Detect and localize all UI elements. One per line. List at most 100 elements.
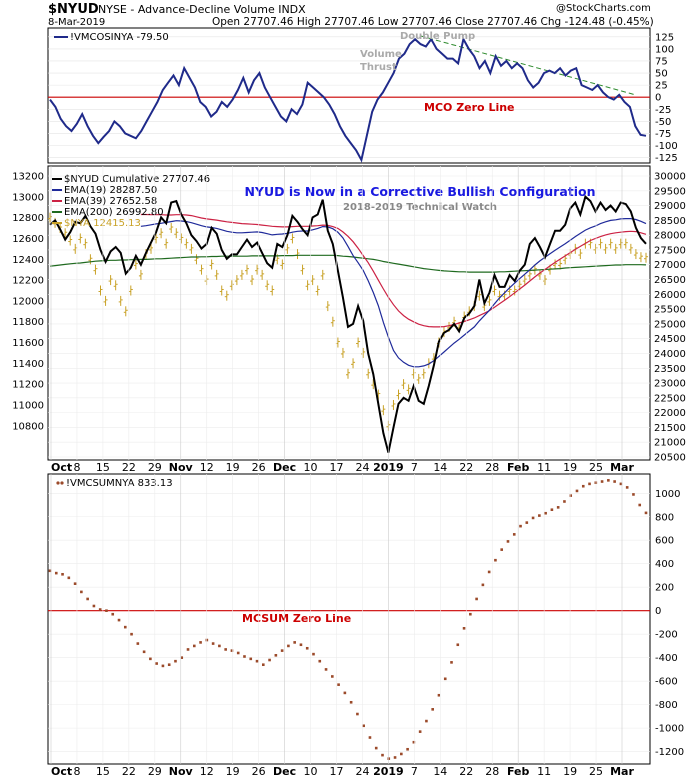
x-tick-label: Oct <box>51 765 72 778</box>
mcsum-point <box>337 683 340 686</box>
double-pump-annotation: Double Pump <box>400 31 475 42</box>
legend-cumulative: $NYUD Cumulative 27707.46 <box>64 174 210 185</box>
mcsum-point <box>475 597 478 601</box>
nyud-right-y-tick-label: 26500 <box>654 275 686 286</box>
x-tick-label: 7 <box>411 461 418 474</box>
mcsum-point <box>431 708 434 711</box>
nyud-left-y-tick-label: 11000 <box>12 400 44 411</box>
mcsum-point <box>544 511 547 515</box>
mcsum-point <box>443 677 447 681</box>
x-tick-label: 8 <box>73 765 80 778</box>
x-tick-label: 15 <box>96 765 110 778</box>
mcsum-point <box>167 663 171 667</box>
x-tick-label: 10 <box>304 765 318 778</box>
mcsum-point <box>625 486 629 489</box>
mcsum-point <box>331 675 334 678</box>
nyud-left-y-tick-label: 10800 <box>12 421 44 432</box>
mco-y-tick-label: -125 <box>655 153 678 164</box>
mcsum-point <box>500 548 504 551</box>
mcsum-legend-swatch <box>56 481 60 485</box>
mcsum-point <box>211 642 215 645</box>
nyud-left-y-tick-label: 12600 <box>12 234 44 245</box>
mco-y-tick-label: 50 <box>655 69 668 80</box>
x-tick-label: Nov <box>169 461 194 474</box>
x-tick-label: 12 <box>200 461 214 474</box>
mcsum-point <box>412 740 416 744</box>
mcsum-panel: -1200 -1000 -800 -600 -400 -200 0 200 400 600 800 1… <box>47 473 684 765</box>
x-tick-label: Dec <box>273 765 296 778</box>
mcsum-point <box>632 493 635 496</box>
mcsum-point <box>356 712 359 716</box>
nyud-gridlines <box>48 175 650 458</box>
mcsum-point <box>400 752 403 756</box>
x-tick-label: 25 <box>589 765 603 778</box>
x-tick-label: 2019 <box>373 461 404 474</box>
mcsum-point <box>531 516 535 520</box>
mcsum-point <box>287 644 290 648</box>
mco-y-tick-label: 0 <box>655 93 661 104</box>
nyud-right-y-tick-label: 26000 <box>654 290 686 301</box>
mcsum-point <box>199 641 202 644</box>
mcsum-point <box>600 480 604 483</box>
mcsum-point <box>575 489 579 493</box>
x-tick-label: Mar <box>610 765 634 778</box>
mcsum-y-ticks: -1200 -1000 -800 -600 -400 -200 0 200 400 600 800 1… <box>655 489 684 758</box>
nyud-left-y-tick-label: 11800 <box>12 317 44 328</box>
x-tick-label: 29 <box>148 461 162 474</box>
mcsum-frame <box>47 473 651 765</box>
mcsum-point <box>588 482 591 486</box>
mcsum-point <box>487 570 491 574</box>
nyud-right-y-tick-label: 21500 <box>654 423 686 434</box>
mcsum-point <box>61 572 64 576</box>
nyud-right-y-tick-label: 23500 <box>654 364 686 375</box>
x-tick-label: Mar <box>610 461 634 474</box>
mcsum-point <box>368 736 372 739</box>
mcsum-point <box>387 757 391 760</box>
nyud-right-y-tick-label: 27000 <box>654 260 686 271</box>
mcsum-point <box>563 500 566 503</box>
x-tick-label: 26 <box>252 461 266 474</box>
mco-y-tick-label: 100 <box>655 44 674 55</box>
mcsum-legend-swatch-2 <box>60 481 64 485</box>
x-tick-label: 11 <box>537 765 551 778</box>
x-tick-label: 17 <box>330 461 344 474</box>
mcsum-y-tick-label: -400 <box>655 653 678 664</box>
mcsum-point <box>343 691 347 695</box>
mcsum-point <box>374 746 378 750</box>
ema19-line <box>140 218 647 368</box>
mcsum-point <box>136 642 140 645</box>
mcsum-point <box>293 641 296 644</box>
mco-zero-line-label: MCO Zero Line <box>424 101 515 114</box>
mcsum-point <box>362 724 365 728</box>
mcsum-point <box>318 659 322 663</box>
mcsum-point <box>111 612 115 616</box>
nyud-left-y-tick-label: 12400 <box>12 255 44 266</box>
x-tick-label: Oct <box>51 461 72 474</box>
mcsum-point <box>312 652 315 656</box>
mcsum-y-tick-label: -600 <box>655 677 678 688</box>
x-axis-upper: Oct 8 15 22 29 Nov 12 19 26 Dec 10 17 24 2019 7 14 22 28 F… <box>50 166 634 474</box>
mcsum-point <box>218 644 221 648</box>
nyud-right-y-tick-label: 22500 <box>654 393 686 404</box>
mco-legend: !VMCOSINYA -79.50 <box>70 32 169 43</box>
mcsum-point <box>638 503 642 507</box>
x-tick-label: Nov <box>169 765 194 778</box>
mcsum-point <box>105 609 108 612</box>
x-tick-label: 19 <box>226 765 240 778</box>
mcsum-y-tick-label: -200 <box>655 630 678 641</box>
nyud-cumulative-line <box>49 194 647 453</box>
mcsum-point <box>519 524 522 528</box>
chart-symbol: $NYUD <box>48 2 99 17</box>
x-tick-label: 28 <box>485 461 499 474</box>
mcsum-point <box>155 662 158 665</box>
mcsum-point <box>262 663 265 667</box>
x-tick-label: 24 <box>355 765 369 778</box>
mcsum-point <box>98 608 102 611</box>
mcsum-point <box>142 650 146 654</box>
mcsum-point <box>268 658 271 662</box>
mcsum-point <box>180 656 184 659</box>
nyud-left-y-tick-label: 13000 <box>12 192 44 203</box>
mco-y-tick-label: 125 <box>655 32 674 43</box>
